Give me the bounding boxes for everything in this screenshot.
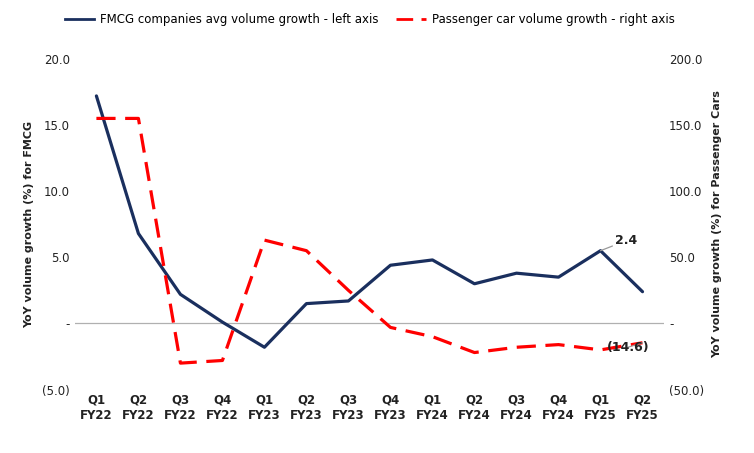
Legend: FMCG companies avg volume growth - left axis, Passenger car volume growth - righ: FMCG companies avg volume growth - left …: [60, 9, 679, 31]
Y-axis label: YoY volume growth (%) for Passenger Cars: YoY volume growth (%) for Passenger Cars: [713, 90, 722, 358]
Text: (14.6): (14.6): [607, 341, 649, 354]
Y-axis label: YoY volume growth (%) for FMCG: YoY volume growth (%) for FMCG: [24, 120, 34, 328]
Text: 2.4: 2.4: [600, 234, 637, 251]
